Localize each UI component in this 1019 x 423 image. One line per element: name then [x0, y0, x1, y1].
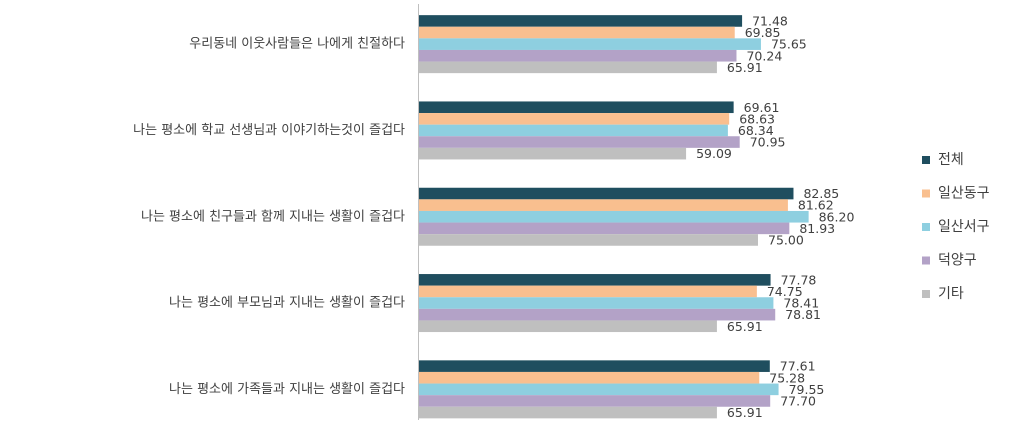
bar [419, 61, 717, 74]
category-label: 나는 평소에 친구들과 함께 지내는 생활이 즐겁다 [141, 209, 405, 224]
bar [419, 285, 757, 298]
bar [419, 395, 771, 407]
bar [419, 308, 776, 321]
legend-swatch [922, 256, 930, 265]
bar [419, 101, 734, 114]
bar [419, 383, 779, 396]
value-label: 71.48 [752, 13, 788, 28]
bar [419, 38, 761, 50]
bar [419, 136, 740, 148]
legend-label: 전체 [938, 152, 964, 168]
value-label: 75.00 [768, 232, 804, 247]
legend-label: 덕양구 [938, 253, 977, 269]
value-label: 78.41 [783, 296, 819, 311]
value-label: 77.70 [780, 393, 816, 408]
bar [419, 297, 774, 309]
value-label: 77.78 [781, 272, 817, 287]
value-label: 81.93 [799, 221, 835, 236]
value-label: 69.85 [745, 25, 781, 40]
bar [419, 406, 717, 419]
bar [419, 113, 730, 125]
legend-label: 기타 [938, 286, 964, 302]
value-label: 79.55 [789, 382, 825, 397]
value-label: 70.95 [750, 135, 786, 150]
bar [419, 371, 760, 384]
category-label: 나는 평소에 부모님과 지내는 생활이 즐겁다 [169, 296, 405, 311]
value-label: 77.61 [780, 359, 816, 374]
value-label: 81.62 [798, 198, 834, 213]
bar [419, 15, 743, 27]
bar [419, 222, 790, 235]
bar [419, 49, 737, 62]
category-label: 나는 평소에 가족들과 지내는 생활이 즐겁다 [169, 382, 405, 397]
value-label: 78.81 [785, 307, 821, 322]
value-label: 65.91 [727, 405, 763, 420]
category-label: 나는 평소에 학교 선생님과 이야기하는것이 즐겁다 [133, 123, 405, 138]
legend-label: 일산동구 [938, 186, 990, 202]
value-label: 75.28 [769, 370, 805, 385]
legend-swatch [922, 290, 930, 298]
bar [419, 147, 687, 160]
bar [419, 187, 794, 200]
value-label: 68.34 [738, 123, 774, 138]
bar [419, 360, 770, 372]
value-label: 75.65 [771, 37, 807, 52]
bar [419, 199, 788, 211]
value-label: 86.20 [819, 209, 855, 224]
legend-swatch [922, 156, 930, 164]
value-label: 65.91 [727, 319, 763, 334]
value-label: 65.91 [727, 60, 763, 75]
category-label: 우리동네 이웃사람들은 나에게 친절하다 [189, 37, 405, 52]
bar [419, 274, 771, 286]
value-label: 70.24 [746, 48, 782, 63]
bar [419, 320, 717, 333]
legend-swatch [922, 223, 930, 231]
value-label: 82.85 [803, 186, 839, 201]
bar [419, 26, 735, 39]
bar [419, 210, 809, 223]
bar [419, 124, 728, 137]
value-label: 69.61 [744, 100, 780, 115]
value-label: 59.09 [696, 146, 732, 161]
bar [419, 234, 758, 246]
value-label: 74.75 [767, 284, 803, 299]
value-label: 68.63 [739, 111, 775, 126]
legend-label: 일산서구 [938, 219, 990, 235]
legend-swatch [922, 189, 930, 198]
